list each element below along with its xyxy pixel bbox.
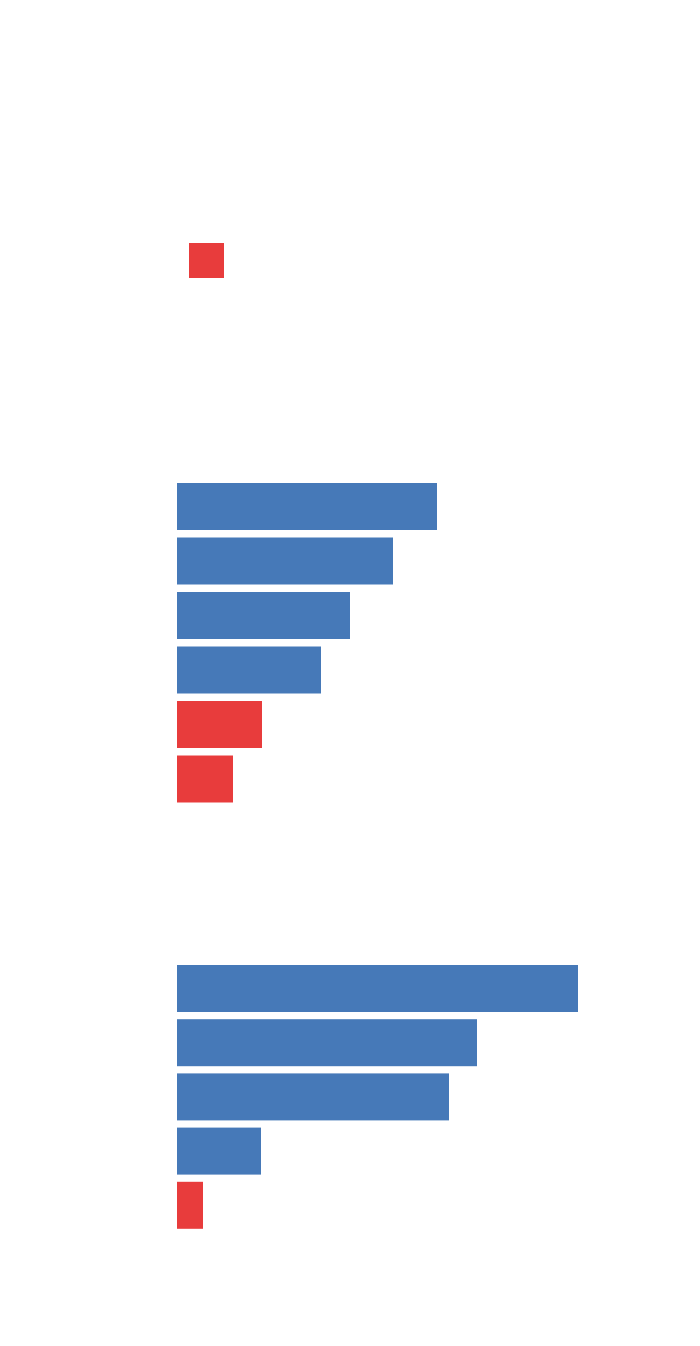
bar [177, 1073, 449, 1121]
bar [177, 537, 393, 585]
bar [177, 646, 321, 694]
bar [177, 1181, 203, 1229]
bar [177, 965, 578, 1012]
legend-swatch [189, 243, 224, 278]
bar [177, 1127, 261, 1175]
bar [177, 483, 437, 530]
bar [177, 1019, 477, 1067]
bar [177, 755, 233, 803]
bar [177, 701, 262, 748]
bar [177, 592, 350, 639]
